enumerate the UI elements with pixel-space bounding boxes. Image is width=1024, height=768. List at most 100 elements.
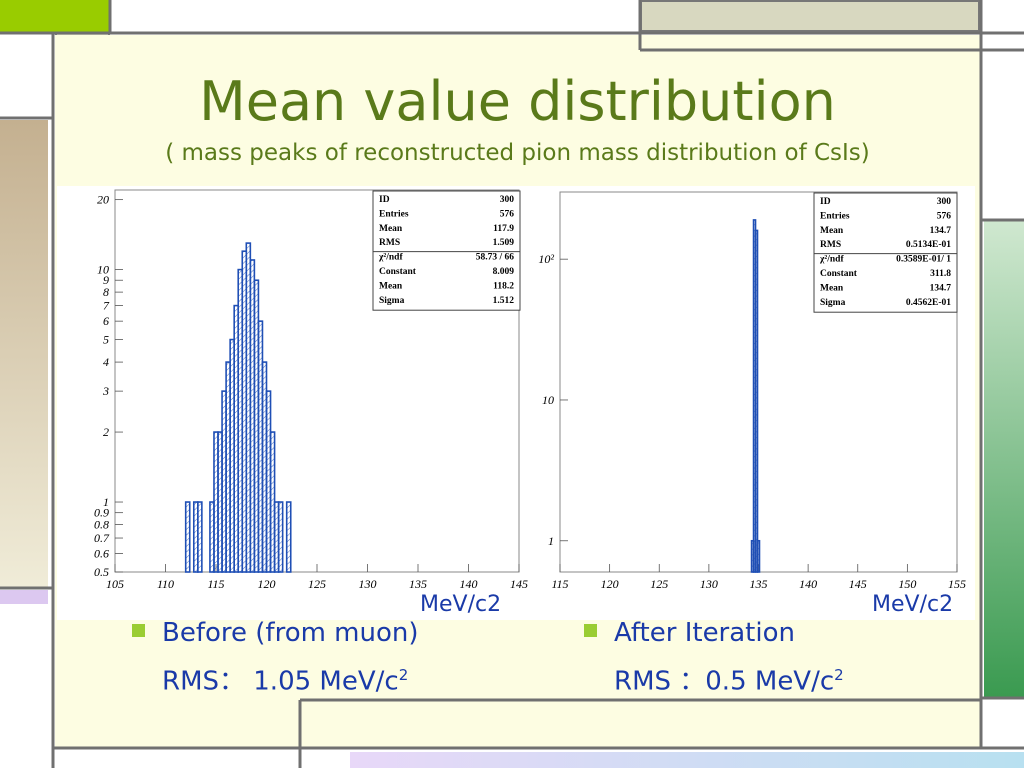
y-tick-label: 10 bbox=[542, 393, 554, 407]
x-tick-label: 140 bbox=[799, 577, 817, 591]
stats-label: Mean bbox=[820, 283, 844, 293]
bullet-before-rms: RMS： 1.05 MeV/c2 bbox=[162, 654, 408, 703]
x-tick-label: 120 bbox=[601, 577, 619, 591]
frame-tan-block bbox=[0, 120, 48, 588]
stats-value: 311.8 bbox=[930, 269, 951, 279]
histogram-bar bbox=[285, 501, 292, 573]
stats-value: 0.5134E-01 bbox=[906, 240, 951, 250]
stats-value: 576 bbox=[937, 211, 952, 221]
y-tick-label: 10 bbox=[97, 263, 109, 277]
histogram-bar bbox=[754, 229, 759, 573]
stats-value: 58.73 / 66 bbox=[476, 253, 515, 263]
y-tick-label: 9 bbox=[103, 273, 109, 287]
y-tick-label: 3 bbox=[102, 384, 109, 398]
stats-label: Entries bbox=[379, 209, 409, 219]
x-tick-label: 105 bbox=[106, 577, 124, 591]
x-tick-label: 115 bbox=[207, 577, 224, 591]
histogram-bar bbox=[756, 539, 761, 573]
stats-value: 576 bbox=[500, 209, 515, 219]
histogram-bar bbox=[184, 501, 191, 573]
stats-value: 117.9 bbox=[493, 224, 514, 234]
superscript: 2 bbox=[398, 666, 409, 684]
stats-label: Mean bbox=[379, 281, 403, 291]
stats-label: RMS bbox=[379, 238, 400, 248]
y-tick-label: 4 bbox=[103, 355, 109, 369]
stats-value: 300 bbox=[937, 197, 952, 207]
histogram-bar bbox=[277, 501, 284, 573]
x-tick-label: 155 bbox=[948, 577, 966, 591]
stats-label: ID bbox=[379, 195, 390, 205]
rms-before-text: RMS： 1.05 MeV/c bbox=[162, 666, 399, 697]
stats-label: χ²/ndf bbox=[378, 253, 403, 263]
slide-subtitle: ( mass peaks of reconstructed pion mass … bbox=[165, 140, 870, 166]
frame-green-block bbox=[0, 0, 110, 32]
superscript: 2 bbox=[834, 666, 844, 684]
stats-label: χ²/ndf bbox=[819, 255, 844, 265]
stats-value: 8.009 bbox=[493, 267, 515, 277]
y-tick-label: 6 bbox=[103, 314, 109, 328]
bullet-marker bbox=[584, 624, 597, 637]
x-tick-label: 145 bbox=[510, 577, 528, 591]
stats-label: RMS bbox=[820, 240, 841, 250]
y-tick-label: 8 bbox=[103, 285, 109, 299]
bullet-after-title: After Iteration bbox=[614, 618, 795, 648]
bullet-after-rms: RMS ：0.5 MeV/c2 bbox=[614, 654, 844, 703]
x-tick-label: 115 bbox=[551, 577, 568, 591]
x-tick-label: 135 bbox=[750, 577, 768, 591]
stats-label: Mean bbox=[820, 226, 844, 236]
y-tick-label: 20 bbox=[97, 193, 109, 207]
histogram-after: 1 10 10² 115 120 125 130 135 140 145 150 155 ID 300 En… bbox=[538, 191, 966, 591]
stats-value: 134.7 bbox=[930, 283, 952, 293]
stats-label: ID bbox=[820, 197, 831, 207]
x-tick-label: 130 bbox=[700, 577, 718, 591]
x-unit-left: MeV/c2 bbox=[420, 592, 502, 617]
y-tick-label: 0.6 bbox=[94, 547, 109, 561]
stats-value: 1.512 bbox=[493, 296, 515, 306]
x-tick-label: 130 bbox=[359, 577, 377, 591]
stats-value: 1.509 bbox=[493, 238, 515, 248]
y-tick-label: 1 bbox=[548, 534, 554, 548]
stats-label: Constant bbox=[820, 269, 858, 279]
frame-lilac-strip bbox=[0, 590, 48, 604]
y-tick-label: 2 bbox=[103, 425, 109, 439]
x-tick-label: 145 bbox=[849, 577, 867, 591]
rms-after-text: RMS ：0.5 MeV/c bbox=[614, 666, 835, 697]
x-tick-label: 135 bbox=[409, 577, 427, 591]
x-tick-label: 120 bbox=[258, 577, 276, 591]
stats-box bbox=[813, 192, 958, 313]
stats-value: 0.4562E-01 bbox=[906, 298, 951, 308]
y-tick-label: 1 bbox=[103, 495, 109, 509]
y-tick-label: 7 bbox=[103, 299, 110, 313]
stats-box bbox=[372, 190, 521, 311]
stats-value: 118.2 bbox=[493, 281, 514, 291]
stats-label: Entries bbox=[820, 211, 850, 221]
bullet-marker bbox=[132, 624, 145, 637]
x-tick-label: 110 bbox=[157, 577, 174, 591]
histogram-bar bbox=[197, 501, 203, 573]
stats-label: Constant bbox=[379, 267, 417, 277]
x-tick-label: 150 bbox=[898, 577, 916, 591]
bullet-before-title: Before (from muon) bbox=[162, 618, 419, 648]
y-tick-label: 5 bbox=[103, 333, 109, 347]
frame-bottom-gradient bbox=[350, 752, 1024, 768]
stats-label: Sigma bbox=[379, 296, 405, 306]
stats-value: 134.7 bbox=[930, 226, 952, 236]
y-tick-label: 0.9 bbox=[94, 506, 109, 520]
y-tick-label: 0.7 bbox=[94, 531, 110, 545]
x-tick-label: 125 bbox=[308, 577, 326, 591]
stats-label: Sigma bbox=[820, 298, 846, 308]
stats-label: Mean bbox=[379, 224, 403, 234]
y-tick-label: 0.8 bbox=[94, 518, 109, 532]
frame-right-green bbox=[984, 220, 1024, 698]
x-unit-right: MeV/c2 bbox=[872, 592, 954, 617]
x-tick-label: 140 bbox=[460, 577, 478, 591]
y-tick-label: 10² bbox=[538, 252, 554, 266]
stats-value: 300 bbox=[500, 195, 515, 205]
y-tick-label: 0.5 bbox=[94, 565, 109, 579]
slide-title: Mean value distribution bbox=[199, 70, 836, 133]
stats-value: 0.3589E-01/ 1 bbox=[896, 255, 951, 265]
x-tick-label: 125 bbox=[650, 577, 668, 591]
frame-top-right-gray bbox=[640, 0, 980, 32]
